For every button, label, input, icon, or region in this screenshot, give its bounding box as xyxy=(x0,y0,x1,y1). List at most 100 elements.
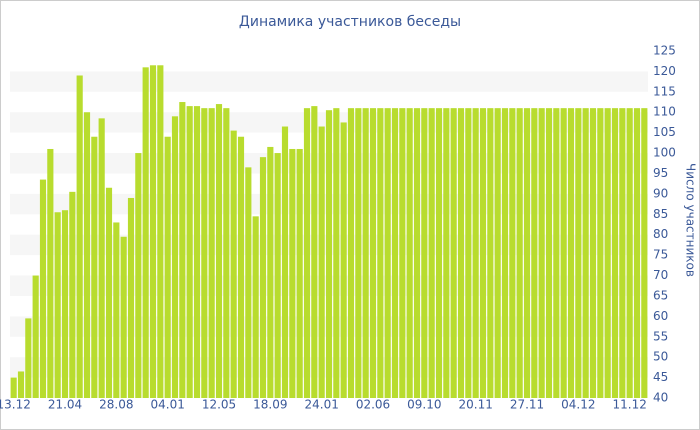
bar xyxy=(626,108,633,398)
bar xyxy=(553,108,560,398)
bar xyxy=(428,108,435,398)
bar xyxy=(311,106,318,399)
y-tick-label: 65 xyxy=(653,288,668,302)
y-tick-label: 50 xyxy=(653,350,668,364)
bar xyxy=(494,108,501,398)
y-tick-label: 70 xyxy=(653,268,668,282)
bar xyxy=(171,116,179,398)
bar xyxy=(355,108,362,398)
bar xyxy=(98,118,105,398)
bar xyxy=(575,108,582,398)
bar xyxy=(17,371,25,398)
bar xyxy=(289,148,296,398)
bar xyxy=(604,108,611,398)
y-tick-label: 115 xyxy=(653,84,676,98)
bar xyxy=(377,108,384,398)
bar xyxy=(318,126,325,398)
x-tick-label: 04.01 xyxy=(150,398,184,412)
bar xyxy=(274,153,281,398)
bar xyxy=(208,108,215,398)
bar xyxy=(516,108,523,398)
bar xyxy=(179,102,186,398)
y-tick-label: 90 xyxy=(653,186,668,200)
x-tick-label: 28.08 xyxy=(99,398,133,412)
bar xyxy=(245,167,252,398)
y-tick-label: 110 xyxy=(653,105,676,119)
bar xyxy=(149,65,157,398)
bar xyxy=(369,108,377,398)
bar xyxy=(54,212,61,398)
bar xyxy=(164,136,171,398)
x-tick-label: 20.11 xyxy=(458,398,492,412)
bar xyxy=(303,108,311,398)
bar xyxy=(69,191,76,398)
bar xyxy=(560,108,567,398)
y-tick-label: 95 xyxy=(653,166,668,180)
bar xyxy=(362,108,369,398)
x-tick-label: 04.12 xyxy=(561,398,595,412)
bar xyxy=(340,122,347,399)
bar xyxy=(157,65,164,398)
bar xyxy=(47,148,54,398)
bar xyxy=(296,148,303,398)
bar xyxy=(567,108,575,398)
bar xyxy=(619,108,626,398)
bar xyxy=(399,108,406,398)
bar xyxy=(325,110,333,398)
bar xyxy=(472,108,479,398)
bar xyxy=(406,108,413,398)
x-tick-label: 12.05 xyxy=(202,398,236,412)
y-tick-label: 100 xyxy=(653,146,676,160)
bar xyxy=(223,108,230,398)
bar xyxy=(76,75,83,399)
bar xyxy=(347,108,355,398)
bar xyxy=(230,130,237,398)
x-tick-label: 09.10 xyxy=(407,398,441,412)
x-tick-label: 27.11 xyxy=(510,398,544,412)
bar xyxy=(267,146,274,398)
bar xyxy=(523,108,531,398)
bar xyxy=(333,108,340,398)
bar xyxy=(597,108,604,398)
y-tick-label: 75 xyxy=(653,248,668,262)
bar xyxy=(391,108,399,398)
x-tick-label: 11.12 xyxy=(612,398,646,412)
bar xyxy=(450,108,457,398)
bar xyxy=(135,153,142,398)
x-tick-label: 02.06 xyxy=(356,398,390,412)
bar xyxy=(509,108,516,398)
bar xyxy=(113,222,120,398)
bar xyxy=(252,216,259,398)
grid-band xyxy=(10,71,648,92)
y-tick-label: 80 xyxy=(653,227,668,241)
y-tick-label: 120 xyxy=(653,64,676,78)
bar xyxy=(443,108,450,398)
bar xyxy=(32,275,39,398)
bar xyxy=(435,108,443,398)
bar xyxy=(91,136,98,398)
bar xyxy=(10,377,17,398)
y-tick-label: 125 xyxy=(653,44,676,58)
y-tick-label: 55 xyxy=(653,329,668,343)
bar xyxy=(215,104,223,398)
x-tick-label: 13.12 xyxy=(0,398,31,412)
bar xyxy=(545,108,553,398)
bar xyxy=(281,126,289,398)
bar xyxy=(531,108,538,398)
y-tick-label: 45 xyxy=(653,370,668,384)
bar xyxy=(105,187,113,398)
bar xyxy=(538,108,545,398)
x-tick-label: 24.01 xyxy=(304,398,338,412)
bar xyxy=(83,112,91,398)
bar xyxy=(127,197,135,398)
y-tick-label: 105 xyxy=(653,125,676,139)
bar xyxy=(237,136,245,398)
bar xyxy=(457,108,465,398)
bar xyxy=(61,210,69,398)
bar xyxy=(25,318,32,398)
bar xyxy=(193,106,201,399)
bar xyxy=(384,108,391,398)
bar xyxy=(633,108,641,398)
x-tick-label: 21.04 xyxy=(48,398,82,412)
